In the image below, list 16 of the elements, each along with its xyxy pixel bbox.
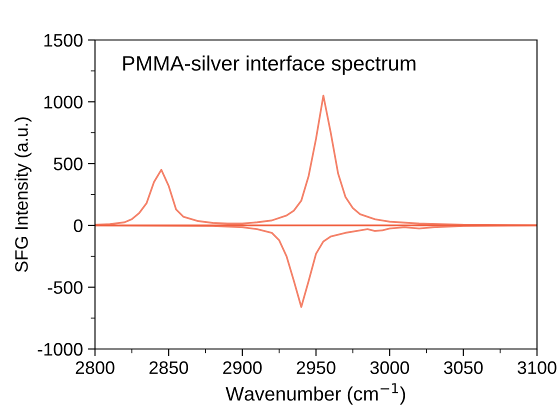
y-tick-label: -1000 bbox=[38, 342, 82, 356]
y-tick-label: 1000 bbox=[44, 96, 82, 109]
y-tick-label: -500 bbox=[48, 281, 82, 294]
x-tick-label: 2950 bbox=[296, 361, 336, 374]
x-tick-label: 3100 bbox=[518, 361, 556, 374]
x-tick-label: 2850 bbox=[149, 361, 188, 374]
text: PMMA-silver interface spectrum bbox=[123, 55, 416, 75]
x-tick-label: 3000 bbox=[370, 361, 410, 374]
y-axis-title: SFG Intensity (a.u.) bbox=[14, 117, 32, 272]
x-tick-label: 2800 bbox=[76, 361, 114, 374]
x-tick-label: 3050 bbox=[444, 361, 483, 374]
y-tick-label: 1500 bbox=[44, 34, 82, 47]
x-tick-label: 2900 bbox=[223, 361, 262, 374]
x-axis-title: Wavenumber (cm$^{−1}$) bbox=[226, 383, 406, 405]
y-tick-label: 0 bbox=[74, 219, 82, 232]
y-tick-label: 500 bbox=[54, 158, 82, 170]
